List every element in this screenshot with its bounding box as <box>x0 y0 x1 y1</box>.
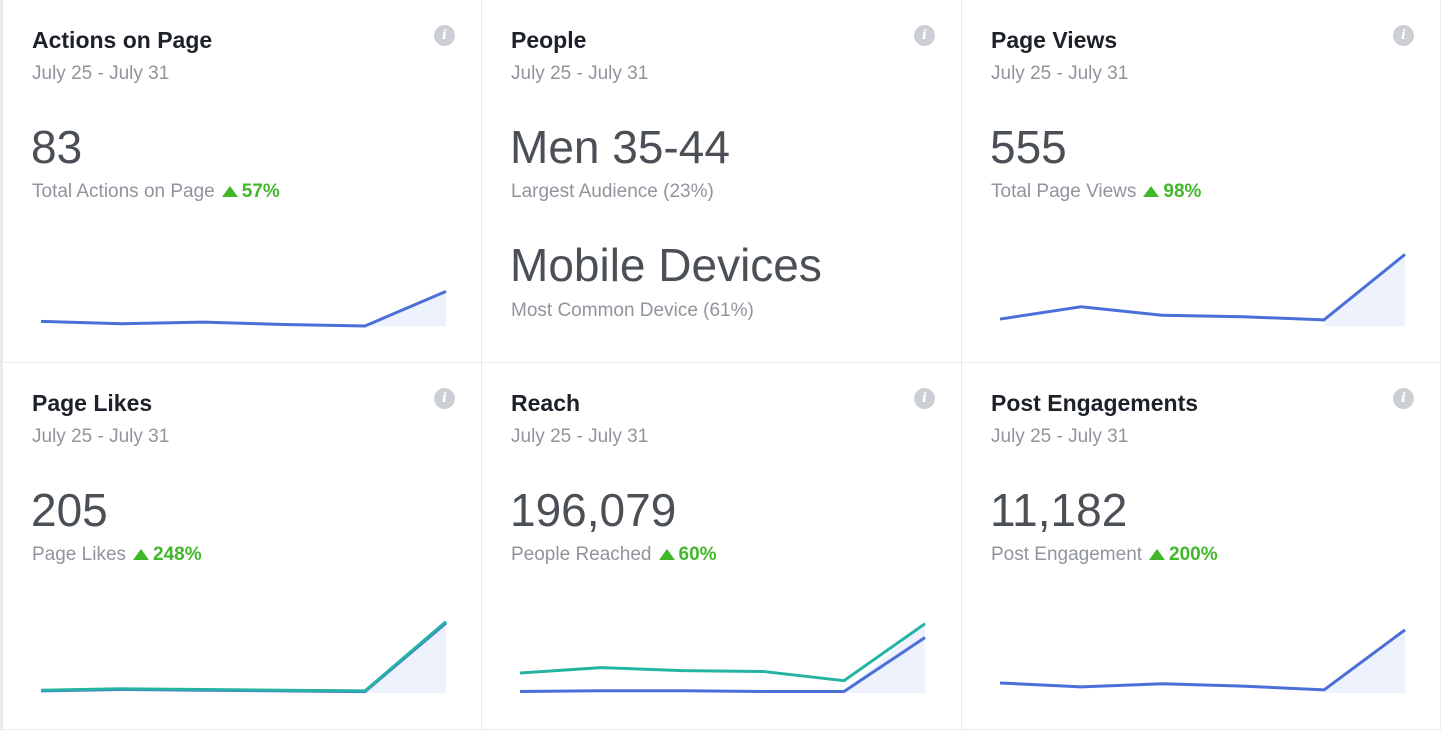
info-icon[interactable]: i <box>914 388 935 409</box>
date-range: July 25 - July 31 <box>511 426 649 447</box>
card-title: Actions on Page <box>32 27 213 53</box>
trend-percent: 60% <box>678 544 717 565</box>
card-title: Reach <box>511 390 581 416</box>
date-range: July 25 - July 31 <box>991 63 1129 84</box>
metric-label: Page Likes <box>32 544 127 565</box>
metric-label-row: Post Engagement 200% <box>991 544 1218 566</box>
metric-label-row: Total Actions on Page 57% <box>32 181 280 203</box>
metric-label-row: Page Likes 248% <box>32 544 202 566</box>
sparkline-series-0 <box>999 253 1406 322</box>
sparkline-series-0 <box>999 628 1406 692</box>
trend-up-icon <box>1143 185 1160 197</box>
trend-up-icon <box>658 548 675 560</box>
metric-value: 205 <box>31 484 108 536</box>
metric-label-row: People Reached 60% <box>511 544 717 566</box>
sparkline-series-0 <box>40 621 447 694</box>
trend-percent: 200% <box>1169 544 1218 565</box>
info-icon[interactable]: i <box>434 25 455 46</box>
trend-percent: 248% <box>153 544 202 565</box>
trend-up-icon <box>1149 548 1166 560</box>
trend-badge: 98% <box>1143 181 1201 203</box>
sparkline-area <box>365 291 446 326</box>
metric-label: People Reached <box>511 544 652 565</box>
trend-badge: 60% <box>658 544 717 566</box>
metric-label: Total Actions on Page <box>32 181 215 202</box>
sparkline-series-0 <box>40 289 447 328</box>
card-title: People <box>511 27 587 53</box>
metric-label: Post Engagement <box>991 544 1143 565</box>
trend-badge: 248% <box>133 544 202 566</box>
date-range: July 25 - July 31 <box>32 63 170 84</box>
trend-percent: 57% <box>241 181 280 202</box>
card-title: Post Engagements <box>991 390 1199 416</box>
trend-badge: 200% <box>1149 544 1218 566</box>
card-page-views[interactable]: Page Views July 25 - July 31 i 555 Total… <box>962 0 1441 363</box>
sparkline-series-0 <box>519 636 926 693</box>
card-post-engagements[interactable]: Post Engagements July 25 - July 31 i 11,… <box>962 363 1441 730</box>
largest-audience-label: Largest Audience (23%) <box>511 181 714 202</box>
metric-value: 83 <box>31 121 83 173</box>
info-icon[interactable]: i <box>1393 25 1414 46</box>
date-range: July 25 - July 31 <box>511 63 649 84</box>
metric-value: 555 <box>990 121 1067 173</box>
sparkline-series-1 <box>519 622 926 683</box>
metric-value: 196,079 <box>510 484 677 536</box>
common-device-value: Mobile Devices <box>510 239 822 291</box>
date-range: July 25 - July 31 <box>991 426 1129 447</box>
date-range: July 25 - July 31 <box>32 426 170 447</box>
metric-value: 11,182 <box>990 484 1128 536</box>
card-title: Page Likes <box>32 390 153 416</box>
info-icon[interactable]: i <box>1393 388 1414 409</box>
card-title: Page Views <box>991 27 1118 53</box>
trend-percent: 98% <box>1163 181 1202 202</box>
info-icon[interactable]: i <box>914 25 935 46</box>
card-people[interactable]: People July 25 - July 31 i Men 35-44 Lar… <box>482 0 962 363</box>
metric-label: Total Page Views <box>991 181 1137 202</box>
trend-up-icon <box>133 548 150 560</box>
largest-audience-value: Men 35-44 <box>510 121 730 173</box>
metric-label-row: Largest Audience (23%) <box>511 181 714 203</box>
card-reach[interactable]: Reach July 25 - July 31 i 196,079 People… <box>482 363 962 730</box>
metric-label-row: Total Page Views 98% <box>991 181 1201 203</box>
sparkline-area <box>365 621 446 693</box>
card-page-likes[interactable]: Page Likes July 25 - July 31 i 205 Page … <box>3 363 482 730</box>
sparkline-series-1 <box>40 620 447 693</box>
common-device-label: Most Common Device (61%) <box>511 300 754 321</box>
sparkline-area <box>1324 254 1405 326</box>
trend-up-icon <box>221 185 238 197</box>
sparkline-area <box>1324 629 1405 693</box>
card-actions-on-page[interactable]: Actions on Page July 25 - July 31 i 83 T… <box>3 0 482 363</box>
sparkline-area <box>844 623 925 693</box>
info-icon[interactable]: i <box>434 388 455 409</box>
trend-badge: 57% <box>221 181 280 203</box>
